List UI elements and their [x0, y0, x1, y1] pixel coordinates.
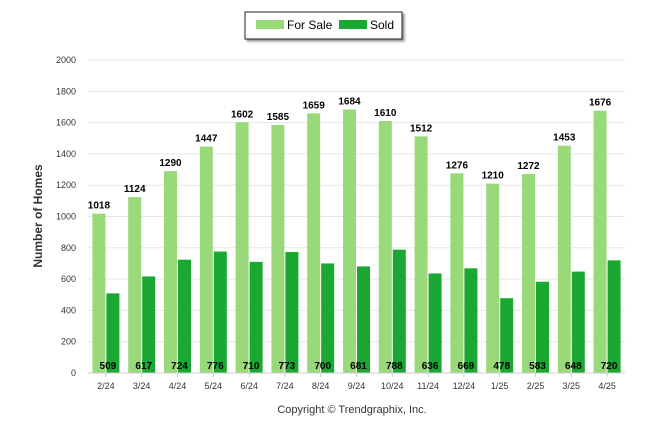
bars: 1018 509 1124 617 1290 724 1447 776 1602 710 1585 7… [88, 96, 621, 374]
bar-sold [213, 251, 227, 373]
data-label-for-sale: 1512 [410, 123, 433, 134]
data-label-for-sale: 1447 [195, 134, 218, 145]
x-axis-ticks: 2/24 3/24 4/24 5/24 6/24 7/24 8/24 9/24 10/24 11/… [97, 373, 616, 391]
bar-sold [321, 263, 335, 373]
bar-for-sale [593, 110, 607, 374]
data-label-sold: 617 [135, 361, 152, 372]
copyright-text: Copyright © Trendgraphix, Inc. [277, 404, 426, 416]
data-label-sold: 583 [529, 361, 546, 372]
bar-for-sale [199, 146, 213, 373]
y-tick-label: 800 [61, 243, 76, 253]
data-label-for-sale: 1676 [589, 98, 612, 109]
legend-swatch-for-sale [256, 20, 284, 29]
x-tick-label: 6/24 [240, 381, 258, 391]
x-tick-label: 3/24 [133, 381, 151, 391]
data-label-sold: 681 [350, 361, 367, 372]
bar-sold [285, 252, 299, 373]
data-label-for-sale: 1585 [267, 112, 290, 123]
y-tick-label: 2000 [56, 55, 76, 65]
data-label-sold: 648 [565, 361, 582, 372]
bar-sold [536, 281, 549, 373]
y-tick-label: 600 [61, 274, 76, 284]
bar-sold [142, 276, 156, 373]
y-tick-label: 1800 [56, 86, 76, 96]
bar-sold [178, 259, 191, 373]
data-label-sold: 700 [314, 361, 331, 372]
data-label-for-sale: 1124 [124, 184, 146, 195]
bar-for-sale [271, 124, 285, 373]
bar-for-sale [557, 145, 571, 373]
legend: For Sale Sold [244, 11, 403, 40]
bar-sold [571, 271, 585, 373]
x-tick-label: 11/24 [417, 381, 439, 391]
bar-sold [357, 266, 370, 373]
bar-for-sale [486, 183, 500, 373]
x-tick-label: 2/25 [527, 381, 545, 391]
data-label-sold: 788 [386, 361, 403, 372]
y-tick-label: 1400 [56, 149, 76, 159]
bar-for-sale [235, 122, 249, 373]
bar-for-sale [414, 136, 428, 373]
bar-for-sale [92, 213, 106, 373]
x-tick-label: 7/24 [276, 381, 294, 391]
data-label-sold: 478 [493, 361, 510, 372]
bar-sold [428, 273, 442, 373]
legend-label-for-sale: For Sale [287, 18, 333, 32]
data-label-sold: 669 [458, 361, 475, 372]
x-tick-label: 12/24 [453, 381, 476, 391]
bar-for-sale [378, 121, 392, 373]
x-tick-label: 3/25 [563, 381, 581, 391]
bar-for-sale [522, 173, 535, 373]
bar-for-sale [307, 113, 321, 373]
data-label-for-sale: 1276 [446, 160, 469, 171]
data-label-for-sale: 1290 [159, 158, 182, 169]
bar-for-sale [450, 173, 464, 373]
y-tick-label: 1600 [56, 118, 76, 128]
data-label-for-sale: 1684 [338, 96, 361, 107]
data-label-sold: 773 [279, 361, 296, 372]
data-label-for-sale: 1659 [303, 100, 326, 111]
bar-for-sale [128, 197, 142, 373]
grid-lines [88, 59, 625, 343]
x-tick-label: 8/24 [312, 381, 330, 391]
bar-sold [500, 298, 514, 373]
data-label-sold: 710 [243, 361, 260, 372]
legend-swatch-sold [339, 20, 367, 29]
y-tick-label: 200 [61, 337, 76, 347]
data-label-for-sale: 1610 [374, 108, 397, 119]
y-tick-label: 1000 [56, 212, 76, 222]
bar-sold [249, 261, 263, 373]
data-label-for-sale: 1018 [88, 201, 111, 212]
bar-sold [464, 268, 478, 373]
y-tick-label: 1200 [56, 180, 76, 190]
data-label-for-sale: 1210 [482, 171, 505, 182]
y-tick-label: 400 [61, 305, 76, 315]
data-label-sold: 509 [100, 361, 117, 372]
x-tick-label: 10/24 [381, 381, 404, 391]
data-label-for-sale: 1453 [553, 133, 576, 144]
y-tick-label: 0 [71, 368, 76, 378]
bar-sold [106, 293, 120, 373]
y-axis-ticks: 0 200 400 600 800 1000 1200 1400 1600 1800 2000 [56, 55, 76, 378]
data-label-for-sale: 1602 [231, 109, 254, 120]
data-label-sold: 636 [422, 361, 439, 372]
data-label-sold: 720 [601, 361, 618, 372]
data-label-sold: 724 [171, 361, 188, 372]
data-label-for-sale: 1272 [517, 161, 540, 172]
y-axis-label: Number of Homes [31, 164, 45, 268]
legend-label-sold: Sold [370, 18, 394, 32]
bar-sold [392, 249, 406, 373]
x-tick-label: 5/24 [205, 381, 223, 391]
x-tick-label: 4/25 [598, 381, 616, 391]
x-tick-label: 1/25 [491, 381, 509, 391]
x-tick-label: 4/24 [169, 381, 187, 391]
bar-for-sale [343, 109, 356, 373]
bar-sold [607, 260, 621, 373]
bar-for-sale [164, 171, 177, 373]
data-label-sold: 776 [207, 361, 224, 372]
x-tick-label: 2/24 [97, 381, 115, 391]
x-tick-label: 9/24 [348, 381, 366, 391]
